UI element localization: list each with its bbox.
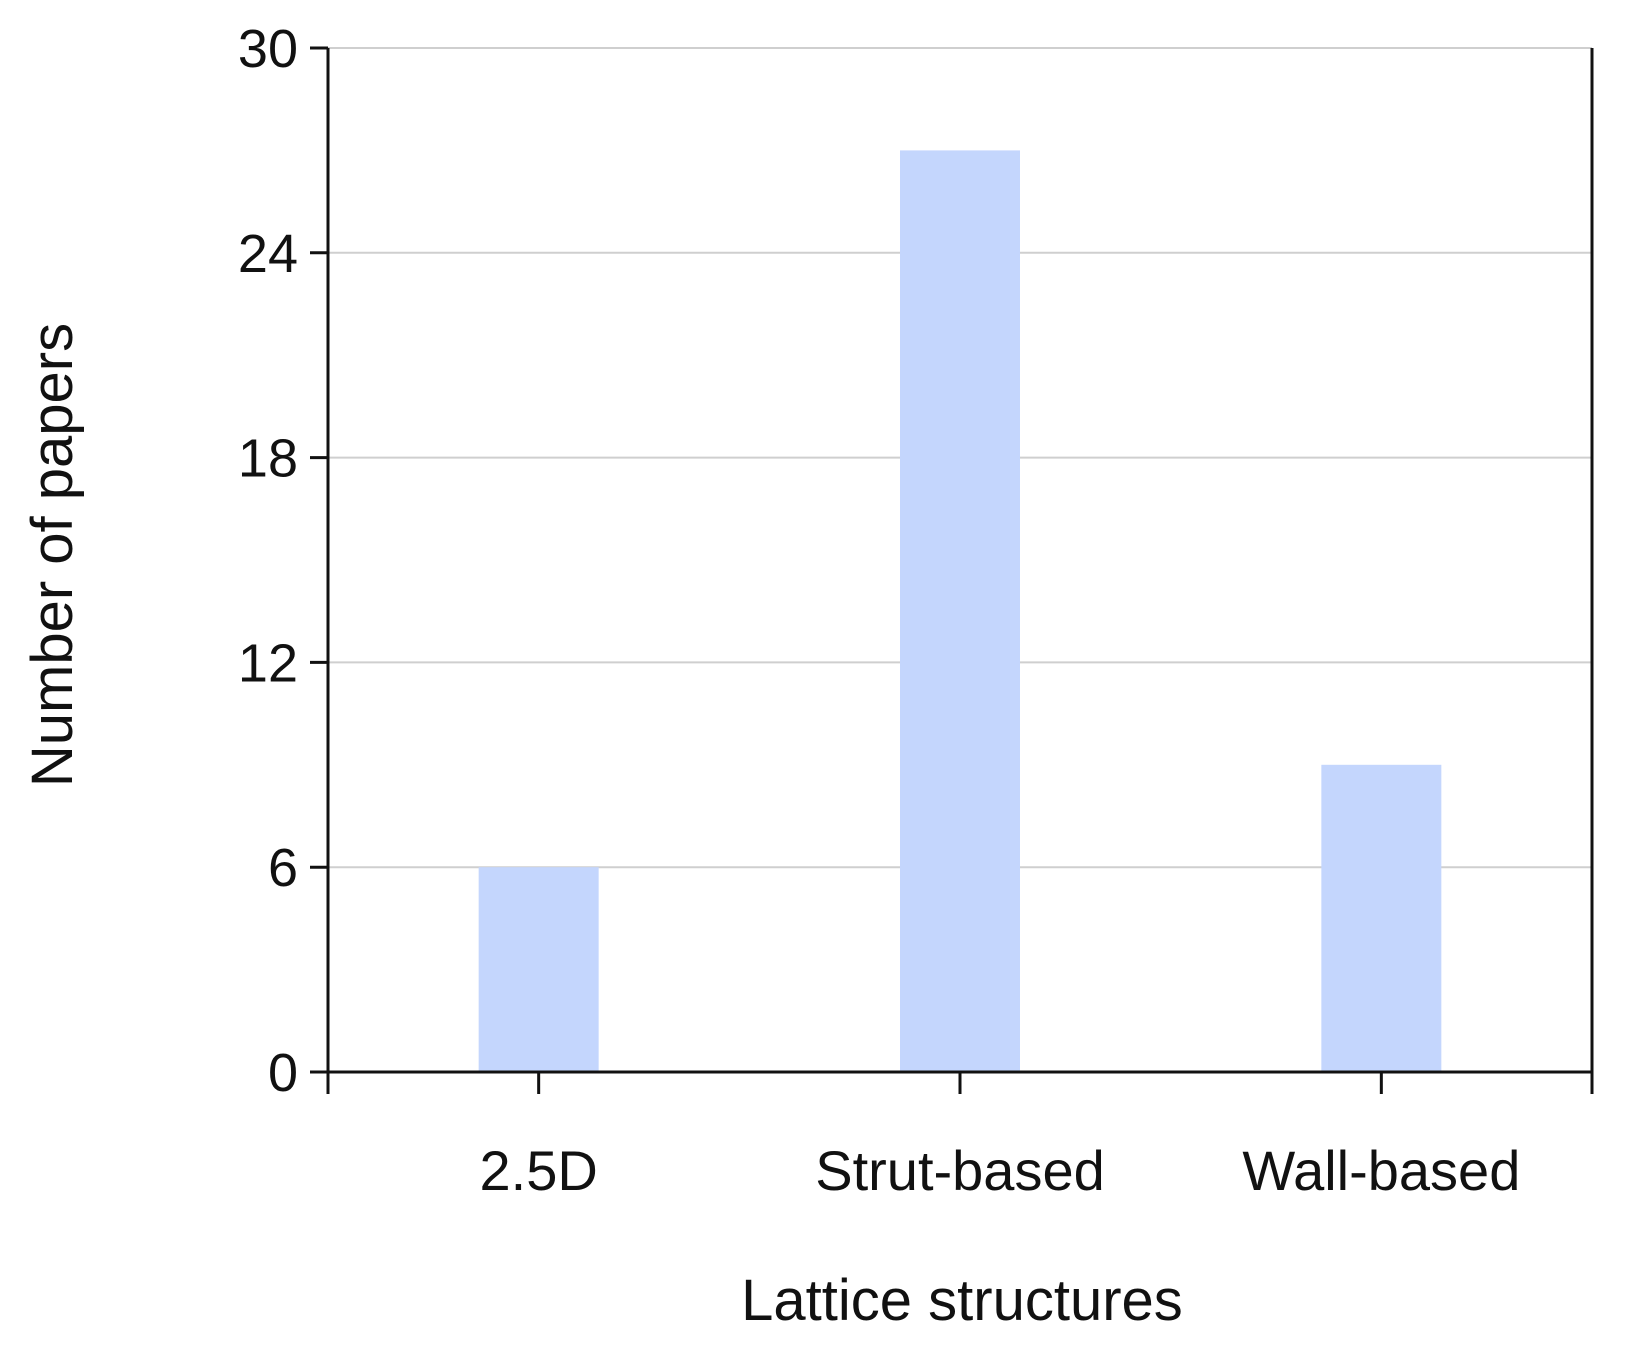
- axes: [310, 46, 1594, 1094]
- y-tick-label: 12: [238, 633, 298, 693]
- x-axis-title: Lattice structures: [741, 1268, 1183, 1333]
- tick-labels: 0 6 12 18 24 30 2.5D Strut-based Wall-based: [238, 19, 1520, 1202]
- bar-2: [900, 150, 1020, 1072]
- bars: [478, 150, 1442, 1072]
- x-category-label: 2.5D: [480, 1139, 598, 1202]
- bar-3: [1321, 764, 1442, 1072]
- y-tick-label: 6: [268, 838, 298, 898]
- x-category-label: Strut-based: [815, 1139, 1105, 1202]
- bar-1: [478, 867, 599, 1072]
- y-tick-label: 24: [238, 224, 298, 284]
- y-tick-label: 30: [238, 19, 298, 79]
- y-axis-title: Number of papers: [20, 323, 85, 787]
- y-tick-label: 0: [268, 1043, 298, 1103]
- x-category-label: Wall-based: [1242, 1139, 1520, 1202]
- y-tick-label: 18: [238, 429, 298, 489]
